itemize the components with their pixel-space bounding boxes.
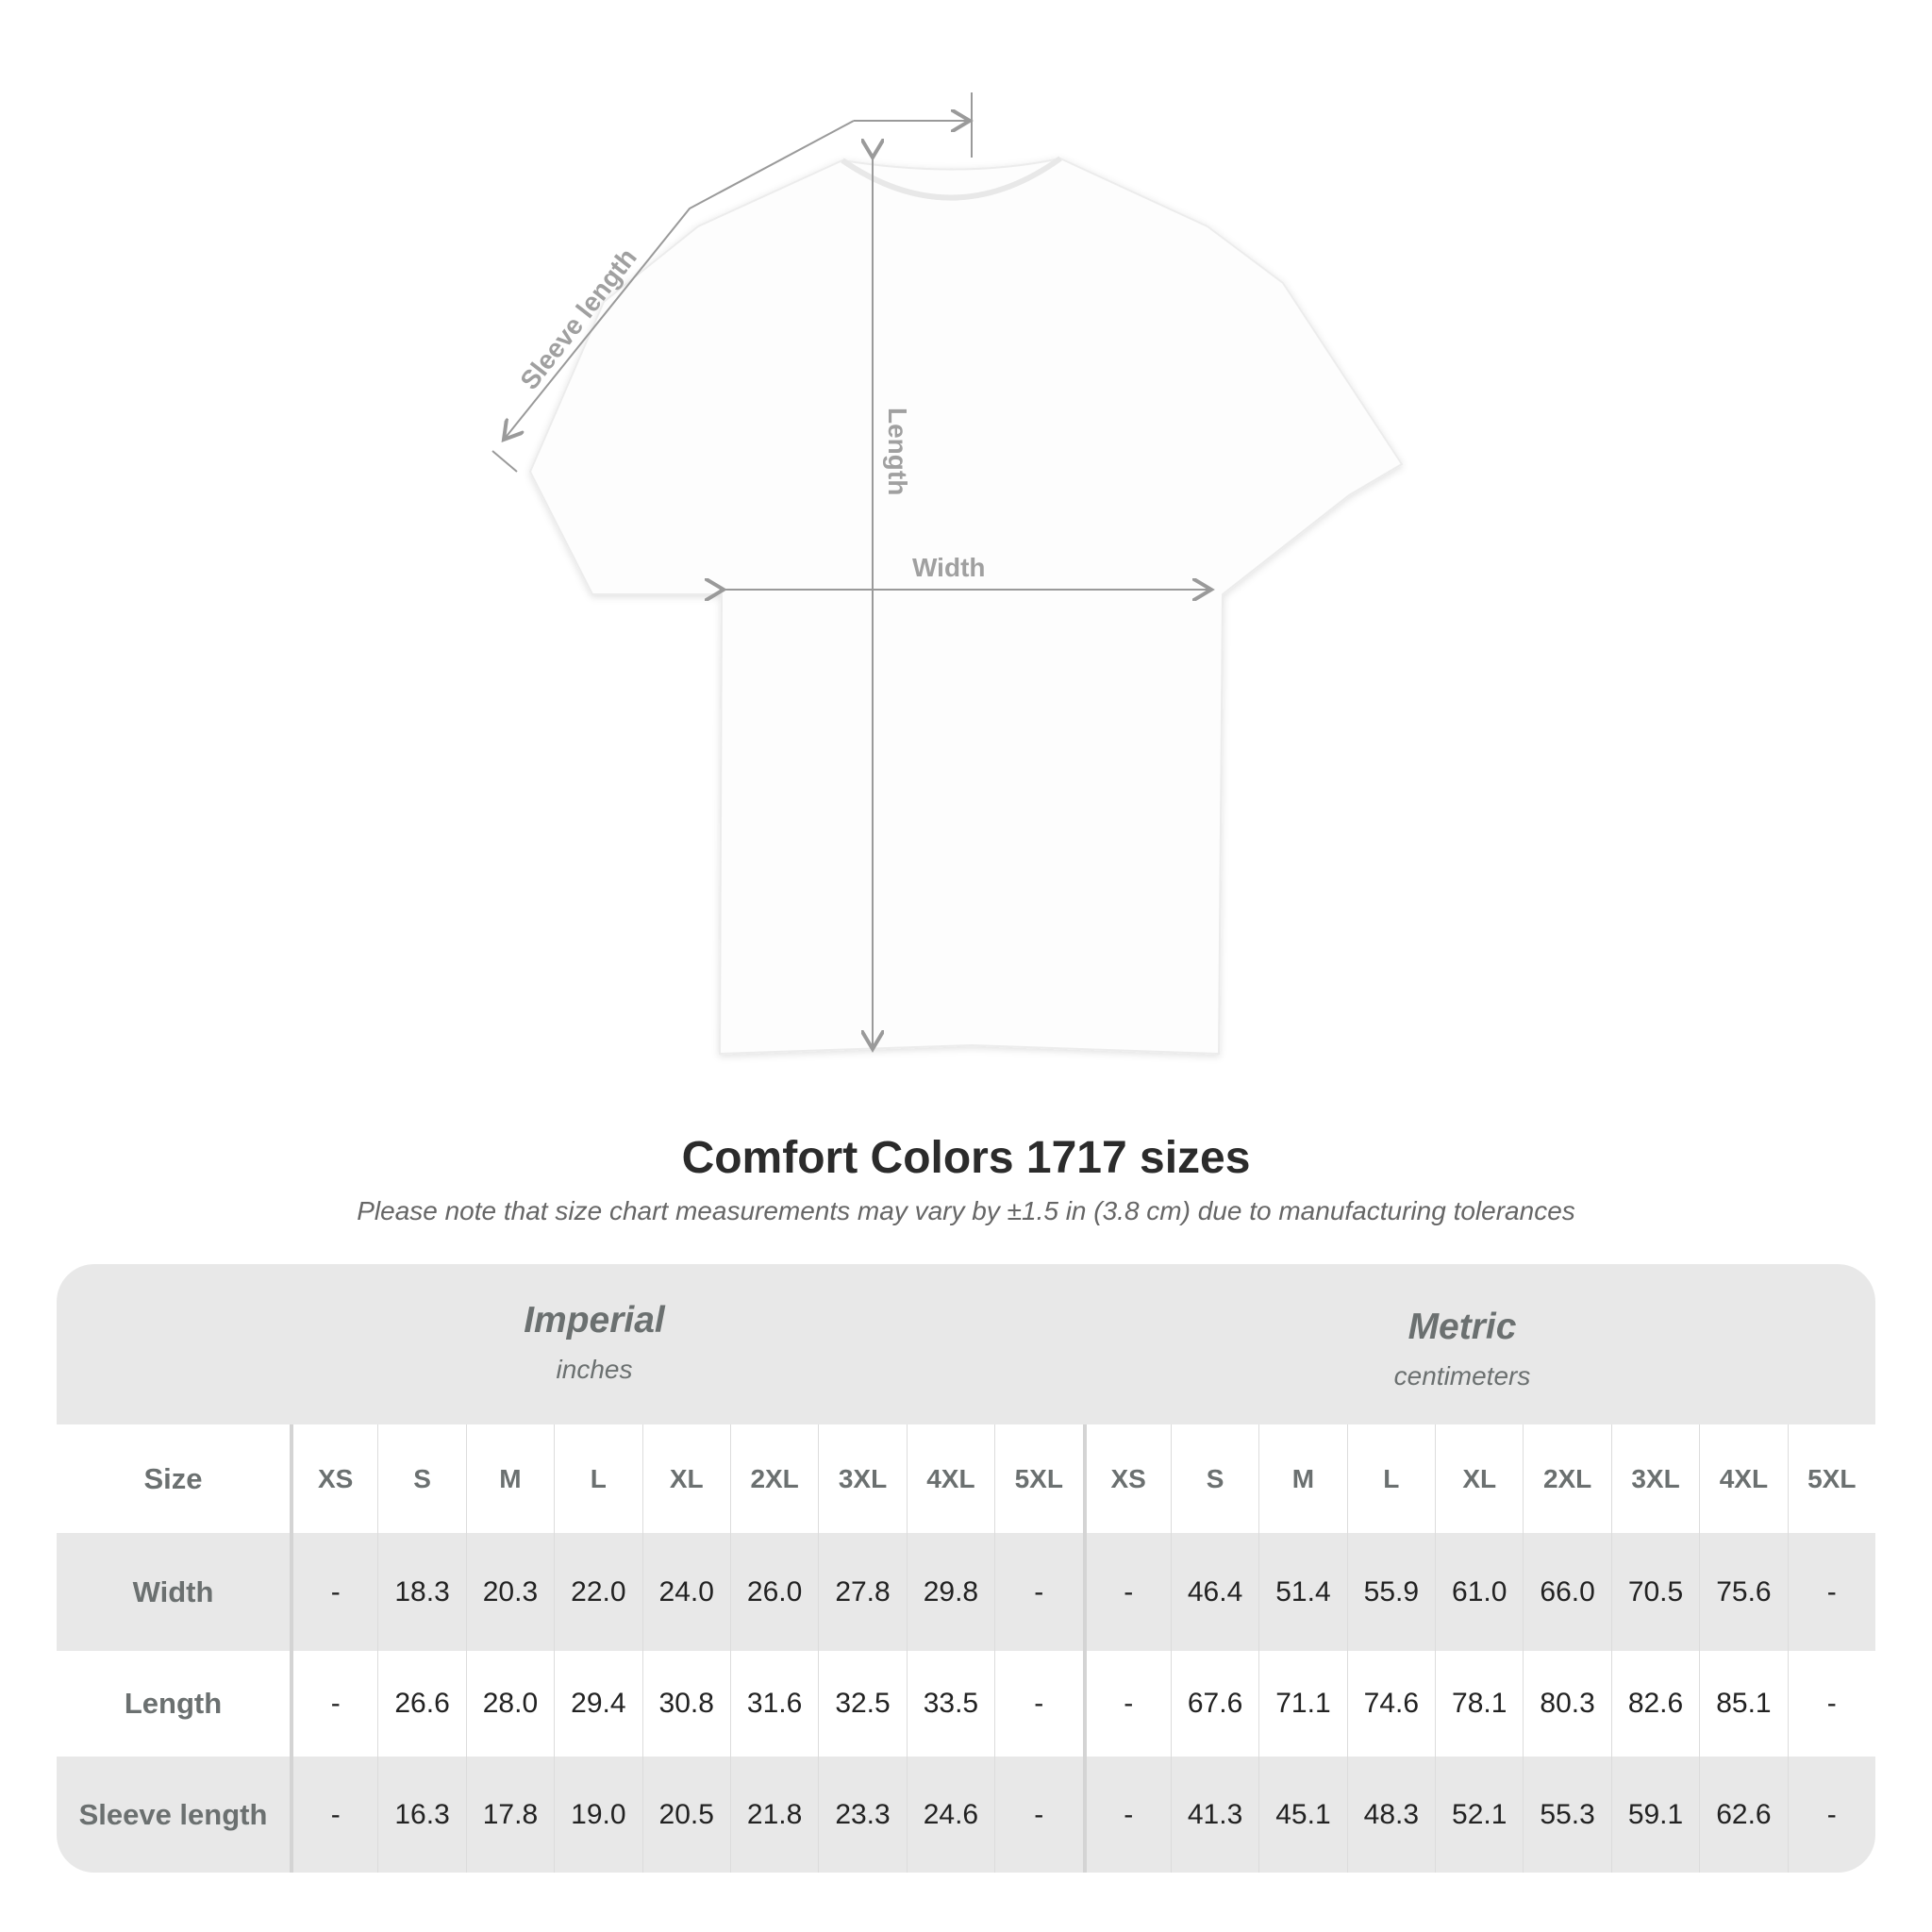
imperial-value-cell: 23.3 bbox=[818, 1757, 906, 1873]
imperial-value-cell: 33.5 bbox=[906, 1651, 994, 1757]
metric-value-cell: 55.9 bbox=[1346, 1533, 1435, 1651]
imperial-value-cell: 19.0 bbox=[554, 1757, 641, 1873]
row-label: Size bbox=[143, 1461, 203, 1495]
tshirt-diagram: Sleeve length Length Width bbox=[491, 92, 1404, 1056]
metric-value-cell: 55.3 bbox=[1523, 1757, 1610, 1873]
imperial-value-cell: 16.3 bbox=[377, 1757, 465, 1873]
size-header-cell: 2XL bbox=[1523, 1424, 1610, 1533]
metric-value-cell: - bbox=[1082, 1757, 1171, 1873]
imperial-value-cell: 31.6 bbox=[729, 1651, 818, 1757]
metric-value-cell: 62.6 bbox=[1699, 1757, 1787, 1873]
size-header-cell: 3XL bbox=[1610, 1424, 1699, 1533]
row-label: Sleeve length bbox=[78, 1797, 268, 1831]
imperial-value-cell: 26.6 bbox=[377, 1651, 465, 1757]
size-header-cell: 2XL bbox=[729, 1424, 818, 1533]
metric-value-cell: 70.5 bbox=[1610, 1533, 1699, 1651]
size-header-cell: 4XL bbox=[906, 1424, 994, 1533]
metric-value-cell: 82.6 bbox=[1610, 1651, 1699, 1757]
table-header-band bbox=[57, 1264, 1875, 1424]
metric-value-cell: 46.4 bbox=[1170, 1533, 1258, 1651]
metric-value-cell: - bbox=[1787, 1533, 1875, 1651]
imperial-value-cell: 21.8 bbox=[729, 1757, 818, 1873]
size-header-cell: 4XL bbox=[1699, 1424, 1787, 1533]
metric-value-cell: - bbox=[1787, 1651, 1875, 1757]
size-header-cell: L bbox=[554, 1424, 641, 1533]
size-header-cell: XS bbox=[290, 1424, 377, 1533]
imperial-value-cell: - bbox=[994, 1651, 1082, 1757]
length-label: Length bbox=[883, 408, 912, 495]
imperial-value-cell: 29.4 bbox=[554, 1651, 641, 1757]
imperial-value-cell: 24.6 bbox=[906, 1757, 994, 1873]
metric-value-cell: 80.3 bbox=[1523, 1651, 1610, 1757]
imperial-value-cell: 29.8 bbox=[906, 1533, 994, 1651]
metric-value-cell: - bbox=[1082, 1651, 1171, 1757]
size-table: Imperial inches Metric centimeters Size X… bbox=[57, 1264, 1875, 1873]
metric-title: Metric bbox=[1407, 1307, 1517, 1347]
imperial-value-cell: 22.0 bbox=[554, 1533, 641, 1651]
metric-value-cell: 75.6 bbox=[1699, 1533, 1787, 1651]
metric-value-cell: 61.0 bbox=[1435, 1533, 1523, 1651]
imperial-value-cell: 18.3 bbox=[377, 1533, 465, 1651]
metric-value-cell: 78.1 bbox=[1435, 1651, 1523, 1757]
metric-value-cell: 59.1 bbox=[1610, 1757, 1699, 1873]
metric-value-cell: 66.0 bbox=[1523, 1533, 1610, 1651]
metric-value-cell: - bbox=[1787, 1757, 1875, 1873]
tolerance-note: Please note that size chart measurements… bbox=[357, 1196, 1575, 1225]
metric-value-cell: 51.4 bbox=[1258, 1533, 1346, 1651]
imperial-title: Imperial bbox=[524, 1300, 665, 1341]
page-title: Comfort Colors 1717 sizes bbox=[681, 1133, 1251, 1183]
size-header-cell: S bbox=[1170, 1424, 1258, 1533]
size-header-cell: S bbox=[377, 1424, 465, 1533]
imperial-value-cell: 28.0 bbox=[465, 1651, 554, 1757]
size-header-cell: M bbox=[1258, 1424, 1346, 1533]
metric-value-cell: 52.1 bbox=[1435, 1757, 1523, 1873]
metric-value-cell: 67.6 bbox=[1170, 1651, 1258, 1757]
metric-unit: centimeters bbox=[1393, 1361, 1531, 1391]
metric-value-cell: - bbox=[1082, 1533, 1171, 1651]
imperial-value-cell: 17.8 bbox=[465, 1757, 554, 1873]
imperial-value-cell: - bbox=[290, 1651, 377, 1757]
size-header-cell: XL bbox=[641, 1424, 730, 1533]
table-row: Sleeve length -16.3 17.8 19.0 20.5 21.8 23.3 24… bbox=[57, 1757, 1875, 1873]
size-header-cell: 5XL bbox=[994, 1424, 1082, 1533]
row-label: Width bbox=[132, 1574, 214, 1608]
metric-value-cell: 48.3 bbox=[1346, 1757, 1435, 1873]
imperial-value-cell: - bbox=[290, 1757, 377, 1873]
imperial-header: Imperial inches bbox=[311, 1300, 877, 1385]
tshirt-shape bbox=[528, 157, 1404, 1056]
size-header-cell: L bbox=[1346, 1424, 1435, 1533]
imperial-value-cell: - bbox=[994, 1757, 1082, 1873]
size-header-cell: 3XL bbox=[818, 1424, 906, 1533]
size-header-cell: XL bbox=[1435, 1424, 1523, 1533]
table-row: Length -26.6 28.0 29.4 30.8 31.6 32.5 33.5- -67.… bbox=[57, 1651, 1875, 1757]
imperial-value-cell: 32.5 bbox=[818, 1651, 906, 1757]
table-row: Width -18.3 20.3 22.0 24.0 26.0 27.8 29.8- -46.4… bbox=[57, 1533, 1875, 1651]
imperial-value-cell: 27.8 bbox=[818, 1533, 906, 1651]
imperial-value-cell: 20.3 bbox=[465, 1533, 554, 1651]
imperial-value-cell: 20.5 bbox=[641, 1757, 730, 1873]
size-header-cell: XS bbox=[1082, 1424, 1171, 1533]
metric-value-cell: 85.1 bbox=[1699, 1651, 1787, 1757]
width-label: Width bbox=[912, 553, 986, 582]
size-header-row: Size XS S M L XL 2XL 3XL 4XL 5XL XS S M L XL 2XL 3XL 4XL 5… bbox=[57, 1424, 1875, 1533]
sleeve-measure-line bbox=[504, 120, 855, 440]
imperial-value-cell: - bbox=[994, 1533, 1082, 1651]
imperial-unit: inches bbox=[556, 1355, 633, 1384]
size-header-cell: 5XL bbox=[1787, 1424, 1875, 1533]
metric-value-cell: 74.6 bbox=[1346, 1651, 1435, 1757]
imperial-value-cell: 26.0 bbox=[729, 1533, 818, 1651]
metric-value-cell: 71.1 bbox=[1258, 1651, 1346, 1757]
metric-value-cell: 45.1 bbox=[1258, 1757, 1346, 1873]
metric-header: Metric centimeters bbox=[1179, 1307, 1745, 1391]
size-header-cell: M bbox=[465, 1424, 554, 1533]
imperial-value-cell: 30.8 bbox=[641, 1651, 730, 1757]
imperial-value-cell: - bbox=[290, 1533, 377, 1651]
row-label: Length bbox=[124, 1687, 223, 1720]
imperial-value-cell: 24.0 bbox=[641, 1533, 730, 1651]
metric-value-cell: 41.3 bbox=[1170, 1757, 1258, 1873]
